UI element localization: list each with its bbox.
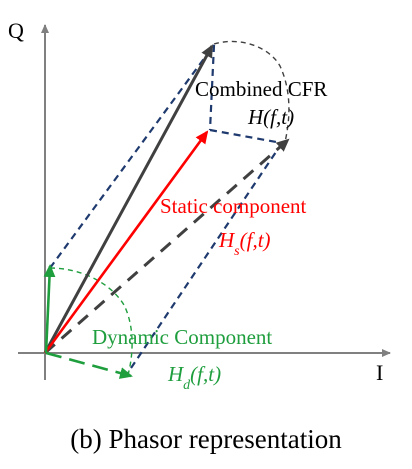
dynamic-vector-rotated bbox=[45, 351, 133, 379]
i-axis-label: I bbox=[376, 360, 383, 385]
rotation-arc-top bbox=[213, 40, 290, 143]
dashed-box-mid bbox=[209, 128, 283, 145]
static-vector bbox=[43, 130, 209, 354]
rotated-combined-arrow bbox=[44, 138, 290, 355]
figure-caption: (b) Phasor representation bbox=[70, 424, 342, 454]
dynamic-title: Dynamic Component bbox=[92, 325, 272, 349]
combined-title: Combined CFR bbox=[195, 77, 327, 101]
dynamic-symbol: Hd(f,t) bbox=[167, 362, 221, 393]
static-symbol: Hs(f,t) bbox=[218, 228, 271, 259]
dashed-box-left bbox=[49, 44, 215, 269]
combined-vector bbox=[43, 44, 214, 354]
combined-symbol: H(f,t) bbox=[247, 105, 294, 129]
static-title: Static component bbox=[160, 194, 307, 218]
dashed-box-top-right bbox=[208, 44, 216, 131]
q-axis-label: Q bbox=[8, 18, 24, 43]
dashed-box-right bbox=[124, 142, 283, 378]
dynamic-vector-up bbox=[43, 264, 56, 354]
